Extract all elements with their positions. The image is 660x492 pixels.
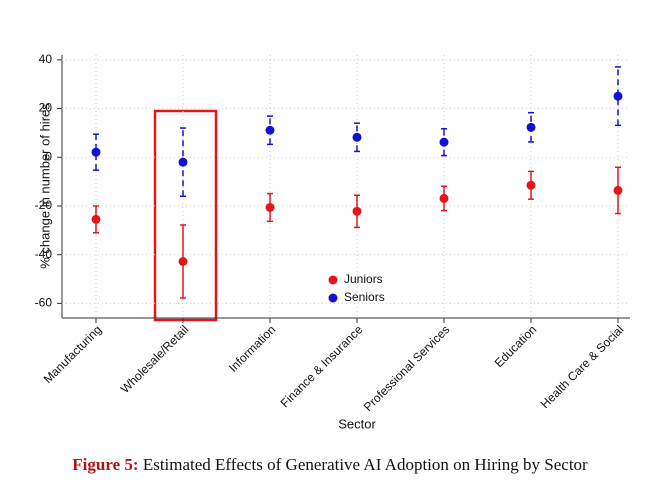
point bbox=[352, 206, 362, 216]
point bbox=[352, 132, 362, 142]
legend-label: Seniors bbox=[344, 290, 385, 304]
point bbox=[613, 91, 623, 101]
x-tick-label: Wholesale/Retail bbox=[118, 322, 192, 396]
caption-label: Figure 5: bbox=[72, 455, 138, 474]
x-axis-label: Sector bbox=[338, 416, 376, 431]
y-axis-label: % change in number of hires bbox=[37, 103, 52, 269]
y-tick-label: 0 bbox=[45, 149, 52, 163]
point bbox=[265, 125, 275, 135]
highlight-box bbox=[153, 109, 218, 322]
x-tick-label: Professional Services bbox=[361, 322, 452, 413]
point bbox=[439, 193, 449, 203]
x-tick-label: Health Care & Social bbox=[538, 322, 627, 411]
point bbox=[526, 180, 536, 190]
x-tick-label: Manufacturing bbox=[41, 322, 105, 386]
y-tick-label: -60 bbox=[35, 296, 53, 310]
y-tick-label: -40 bbox=[35, 247, 53, 261]
y-tick-label: 20 bbox=[39, 101, 53, 115]
x-tick-label: Finance & Insurance bbox=[278, 322, 366, 410]
legend-label: Juniors bbox=[344, 272, 383, 286]
point bbox=[265, 202, 275, 212]
y-tick-label: 40 bbox=[39, 52, 53, 66]
point bbox=[178, 257, 188, 267]
point bbox=[439, 137, 449, 147]
x-tick-label: Information bbox=[226, 322, 278, 374]
legend-marker bbox=[328, 275, 338, 285]
point bbox=[613, 185, 623, 195]
y-tick-label: -20 bbox=[35, 198, 53, 212]
point bbox=[91, 147, 101, 157]
legend-marker bbox=[328, 293, 338, 303]
x-tick-label: Education bbox=[492, 322, 540, 370]
point bbox=[91, 214, 101, 224]
point bbox=[178, 157, 188, 167]
point bbox=[526, 122, 536, 132]
caption-text: Estimated Effects of Generative AI Adopt… bbox=[143, 455, 588, 474]
caption: Figure 5: Estimated Effects of Generativ… bbox=[72, 455, 588, 474]
